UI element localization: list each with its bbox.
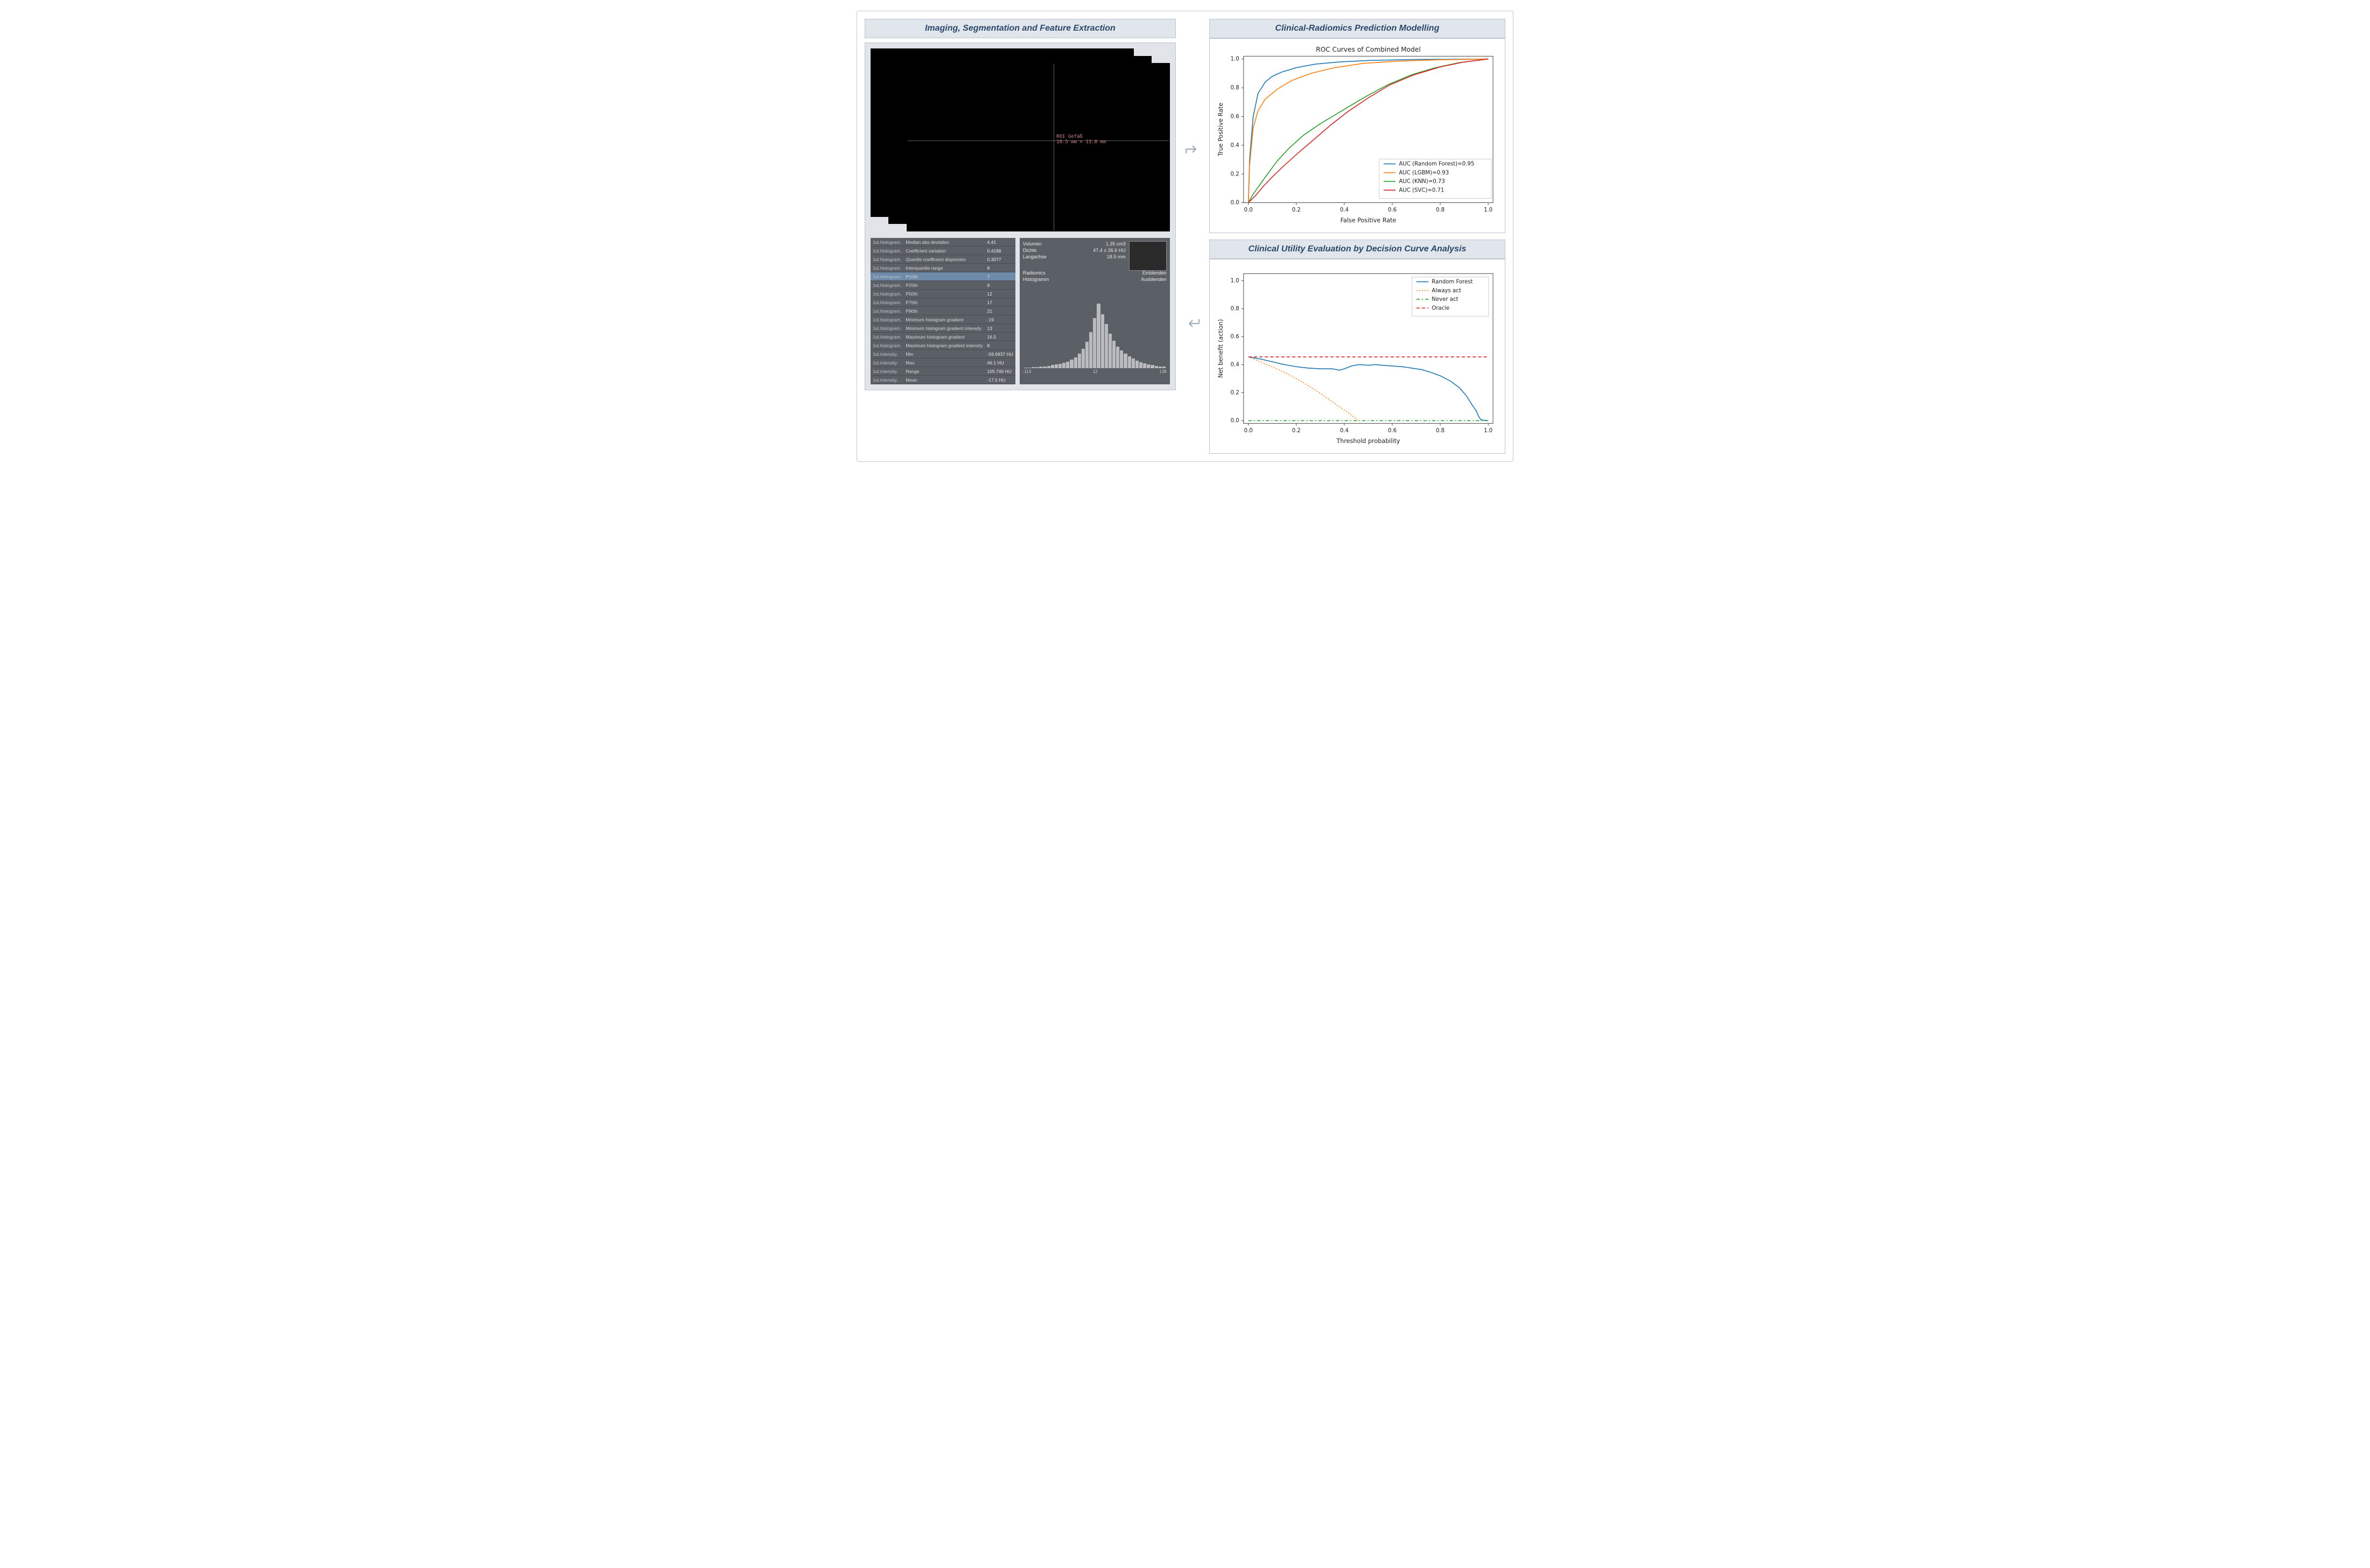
svg-text:1.0: 1.0 xyxy=(1230,57,1239,62)
einblenden-link[interactable]: Einblenden xyxy=(1142,270,1167,276)
left-panel-title: Imaging, Segmentation and Feature Extrac… xyxy=(865,19,1176,38)
svg-text:0.4: 0.4 xyxy=(1340,207,1349,213)
svg-text:1.0: 1.0 xyxy=(1484,207,1492,213)
svg-text:0.4: 0.4 xyxy=(1230,362,1239,368)
table-row[interactable]: 1st.histogram.P10th7 xyxy=(871,272,1015,281)
table-row[interactable]: 1st.intensity.Mean-17.5 HU xyxy=(871,376,1015,384)
table-row[interactable]: 1st.histogram.P75th17 xyxy=(871,298,1015,307)
svg-text:Always act: Always act xyxy=(1432,288,1461,294)
svg-text:True Positive Rate: True Positive Rate xyxy=(1217,103,1224,157)
svg-text:0.6: 0.6 xyxy=(1230,334,1239,340)
svg-text:Threshold probability: Threshold probability xyxy=(1336,438,1400,445)
crosshair-h xyxy=(908,140,1169,141)
table-row[interactable]: 1st.histogram.Minimum histogram gradient… xyxy=(871,324,1015,333)
svg-text:Net benefit (action): Net benefit (action) xyxy=(1217,319,1224,378)
arrow-column xyxy=(1184,19,1201,454)
svg-text:0.2: 0.2 xyxy=(1230,171,1239,177)
lower-row: 1st.histogram.Median abs deviation4.411s… xyxy=(871,238,1170,384)
table-row[interactable]: 1st.intensity.Max46.1 HU xyxy=(871,358,1015,367)
ct-slice-front: ROI Gefäß 18.5 mm × 13.8 mm xyxy=(907,63,1170,231)
roi-label: ROI Gefäß 18.5 mm × 13.8 mm xyxy=(1056,134,1106,145)
table-row[interactable]: 1st.histogram.Quartile coefficient dispe… xyxy=(871,255,1015,264)
arrow-left-icon xyxy=(1185,317,1200,330)
dca-chart: 0.0 0.2 0.4 0.6 0.8 1.0 0.0 0.2 0.4 0.6 0.8 1.0 Thre… xyxy=(1215,265,1499,445)
table-row[interactable]: 1st.histogram.Interquartile range8 xyxy=(871,264,1015,272)
right-column: Clinical-Radiomics Prediction Modelling … xyxy=(1209,19,1505,454)
histogramm-label: Histogramm xyxy=(1023,277,1049,282)
svg-text:1.0: 1.0 xyxy=(1230,278,1239,284)
roc-chart: ROC Curves of Combined Model 0.0 0.2 0.4 0.6… xyxy=(1215,44,1499,224)
svg-text:0.8: 0.8 xyxy=(1436,207,1445,213)
table-row[interactable]: 1st.intensity.Min-59.6937 HU xyxy=(871,350,1015,358)
table-row[interactable]: 1st.histogram.P90th21 xyxy=(871,307,1015,315)
svg-text:0.8: 0.8 xyxy=(1230,306,1239,312)
ct-image-stack: ROI Gefäß 18.5 mm × 13.8 mm xyxy=(871,48,1170,231)
table-row[interactable]: 1st.histogram.Maximum histogram gradient… xyxy=(871,341,1015,350)
arrow-right-icon xyxy=(1185,143,1200,156)
svg-text:0.4: 0.4 xyxy=(1340,428,1349,434)
svg-text:0.8: 0.8 xyxy=(1230,85,1239,91)
radiomics-label: Radiomics xyxy=(1023,270,1046,276)
svg-text:0.2: 0.2 xyxy=(1292,428,1300,434)
svg-text:0.6: 0.6 xyxy=(1388,207,1397,213)
table-row[interactable]: 1st.histogram.Coefficient variation0.418… xyxy=(871,247,1015,255)
svg-text:Oracle: Oracle xyxy=(1432,306,1449,312)
dca-panel-body: 0.0 0.2 0.4 0.6 0.8 1.0 0.0 0.2 0.4 0.6 0.8 1.0 Thre… xyxy=(1209,259,1505,454)
histogram-x-labels: -114 12 138 xyxy=(1023,369,1167,374)
roi-thumbnail xyxy=(1129,241,1167,271)
dca-panel-title: Clinical Utility Evaluation by Decision … xyxy=(1209,240,1505,259)
dca-section: Clinical Utility Evaluation by Decision … xyxy=(1209,240,1505,454)
svg-text:0.6: 0.6 xyxy=(1230,114,1239,119)
svg-text:Random Forest: Random Forest xyxy=(1432,279,1473,285)
histo-xmax: 138 xyxy=(1159,369,1166,374)
table-row[interactable]: 1st.histogram.Minimum histogram gradient… xyxy=(871,315,1015,324)
svg-text:0.2: 0.2 xyxy=(1292,207,1300,213)
roc-panel-title: Clinical-Radiomics Prediction Modelling xyxy=(1209,19,1505,38)
svg-text:0.0: 0.0 xyxy=(1244,207,1252,213)
volumen-value: 1.35 cm3 xyxy=(1106,241,1126,247)
svg-text:AUC (Random Forest)=0.95: AUC (Random Forest)=0.95 xyxy=(1399,161,1474,167)
svg-text:ROC Curves of Combined Model: ROC Curves of Combined Model xyxy=(1316,46,1421,53)
dichte-value: 47.4 ± 26.6 HU xyxy=(1093,248,1125,253)
roi-label-line1: ROI Gefäß xyxy=(1056,134,1106,139)
roc-section: Clinical-Radiomics Prediction Modelling … xyxy=(1209,19,1505,233)
svg-text:0.0: 0.0 xyxy=(1230,200,1239,206)
svg-text:AUC (KNN)=0.73: AUC (KNN)=0.73 xyxy=(1399,179,1445,185)
histo-xmin: -114 xyxy=(1023,369,1031,374)
left-column: Imaging, Segmentation and Feature Extrac… xyxy=(865,19,1176,454)
table-row[interactable]: 1st.histogram.P50th12 xyxy=(871,290,1015,298)
svg-text:0.0: 0.0 xyxy=(1230,418,1239,424)
histogram-bars xyxy=(1023,304,1167,368)
svg-text:0.6: 0.6 xyxy=(1388,428,1397,434)
ausblenden-link[interactable]: Ausblenden xyxy=(1141,277,1167,282)
volumen-label: Volumen xyxy=(1023,241,1042,247)
dichte-label: Dichte xyxy=(1023,248,1037,253)
svg-text:0.8: 0.8 xyxy=(1436,428,1445,434)
langachse-label: Langachse xyxy=(1023,254,1047,259)
svg-text:AUC (LGBM)=0.93: AUC (LGBM)=0.93 xyxy=(1399,170,1449,176)
feature-table: 1st.histogram.Median abs deviation4.411s… xyxy=(871,238,1015,384)
svg-text:AUC (SVC)=0.71: AUC (SVC)=0.71 xyxy=(1399,187,1444,193)
svg-text:0.0: 0.0 xyxy=(1244,428,1252,434)
figure-container: Imaging, Segmentation and Feature Extrac… xyxy=(857,11,1513,462)
svg-text:0.4: 0.4 xyxy=(1230,143,1239,149)
roi-label-line2: 18.5 mm × 13.8 mm xyxy=(1056,139,1106,145)
svg-text:False Positive Rate: False Positive Rate xyxy=(1340,217,1396,224)
table-row[interactable]: 1st.histogram.Maximum histogram gradient… xyxy=(871,333,1015,341)
table-row[interactable]: 1st.intensity.Range105.746 HU xyxy=(871,367,1015,376)
svg-text:1.0: 1.0 xyxy=(1484,428,1492,434)
stats-side-panel: Volumen 1.35 cm3 Dichte 47.4 ± 26.6 HU Lan… xyxy=(1020,238,1170,384)
svg-text:Never act: Never act xyxy=(1432,297,1458,303)
langachse-value: 18.5 mm xyxy=(1107,254,1126,259)
histo-xmid: 12 xyxy=(1093,369,1098,374)
table-row[interactable]: 1st.histogram.P25th9 xyxy=(871,281,1015,290)
table-row[interactable]: 1st.histogram.Median abs deviation4.41 xyxy=(871,238,1015,247)
roc-panel-body: ROC Curves of Combined Model 0.0 0.2 0.4 0.6… xyxy=(1209,38,1505,233)
left-panel-body: ROI Gefäß 18.5 mm × 13.8 mm 1st.histogra… xyxy=(865,43,1176,390)
svg-text:0.2: 0.2 xyxy=(1230,390,1239,396)
